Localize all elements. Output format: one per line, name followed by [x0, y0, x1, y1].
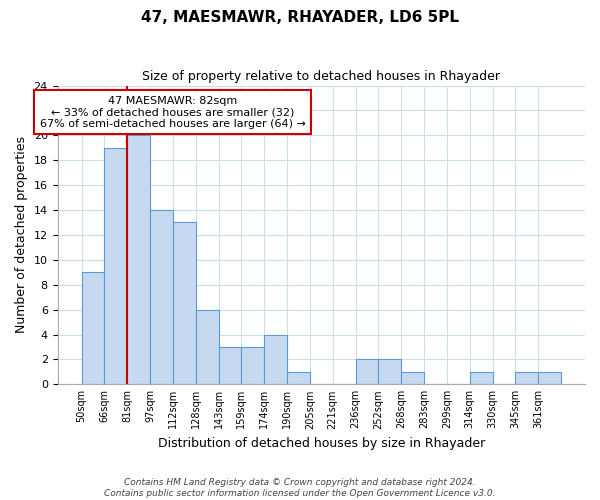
Text: Contains HM Land Registry data © Crown copyright and database right 2024.
Contai: Contains HM Land Registry data © Crown c…	[104, 478, 496, 498]
Bar	[173, 222, 196, 384]
Bar	[264, 334, 287, 384]
Y-axis label: Number of detached properties: Number of detached properties	[15, 136, 28, 334]
Bar	[379, 360, 401, 384]
X-axis label: Distribution of detached houses by size in Rhayader: Distribution of detached houses by size …	[158, 437, 485, 450]
Text: 47 MAESMAWR: 82sqm
← 33% of detached houses are smaller (32)
67% of semi-detache: 47 MAESMAWR: 82sqm ← 33% of detached hou…	[40, 96, 306, 128]
Bar	[287, 372, 310, 384]
Bar	[538, 372, 561, 384]
Text: 47, MAESMAWR, RHAYADER, LD6 5PL: 47, MAESMAWR, RHAYADER, LD6 5PL	[141, 10, 459, 25]
Bar	[241, 347, 264, 385]
Bar	[356, 360, 379, 384]
Title: Size of property relative to detached houses in Rhayader: Size of property relative to detached ho…	[142, 70, 500, 83]
Bar	[470, 372, 493, 384]
Bar	[82, 272, 104, 384]
Bar	[150, 210, 173, 384]
Bar	[127, 136, 150, 384]
Bar	[218, 347, 241, 385]
Bar	[196, 310, 218, 384]
Bar	[104, 148, 127, 384]
Bar	[401, 372, 424, 384]
Bar	[515, 372, 538, 384]
